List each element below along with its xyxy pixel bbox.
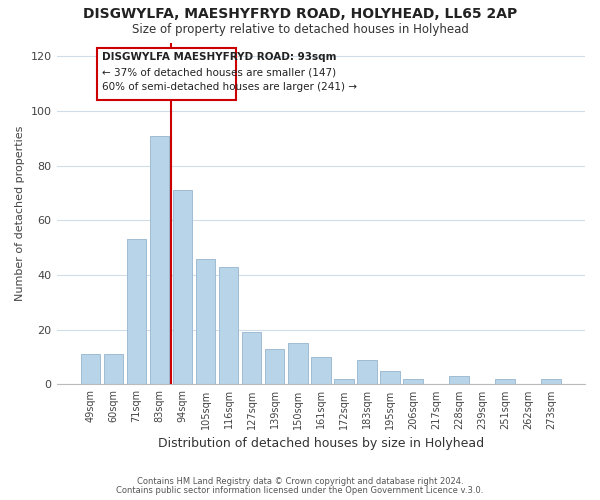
Text: Contains HM Land Registry data © Crown copyright and database right 2024.: Contains HM Land Registry data © Crown c… [137, 477, 463, 486]
Bar [380, 371, 400, 384]
Bar [334, 379, 353, 384]
Bar [173, 190, 193, 384]
Bar [196, 258, 215, 384]
Text: Size of property relative to detached houses in Holyhead: Size of property relative to detached ho… [131, 22, 469, 36]
Text: ← 37% of detached houses are smaller (147): ← 37% of detached houses are smaller (14… [102, 67, 336, 77]
X-axis label: Distribution of detached houses by size in Holyhead: Distribution of detached houses by size … [158, 437, 484, 450]
Bar [104, 354, 123, 384]
Bar [311, 357, 331, 384]
Bar [357, 360, 377, 384]
Y-axis label: Number of detached properties: Number of detached properties [15, 126, 25, 301]
Text: Contains public sector information licensed under the Open Government Licence v.: Contains public sector information licen… [116, 486, 484, 495]
Text: 60% of semi-detached houses are larger (241) →: 60% of semi-detached houses are larger (… [102, 82, 357, 92]
Bar [403, 379, 423, 384]
FancyBboxPatch shape [97, 48, 236, 100]
Text: DISGWYLFA MAESHYFRYD ROAD: 93sqm: DISGWYLFA MAESHYFRYD ROAD: 93sqm [102, 52, 337, 62]
Bar [149, 136, 169, 384]
Bar [449, 376, 469, 384]
Text: DISGWYLFA, MAESHYFRYD ROAD, HOLYHEAD, LL65 2AP: DISGWYLFA, MAESHYFRYD ROAD, HOLYHEAD, LL… [83, 8, 517, 22]
Bar [496, 379, 515, 384]
Bar [80, 354, 100, 384]
Bar [127, 240, 146, 384]
Bar [242, 332, 262, 384]
Bar [265, 349, 284, 384]
Bar [288, 344, 308, 384]
Bar [219, 267, 238, 384]
Bar [541, 379, 561, 384]
